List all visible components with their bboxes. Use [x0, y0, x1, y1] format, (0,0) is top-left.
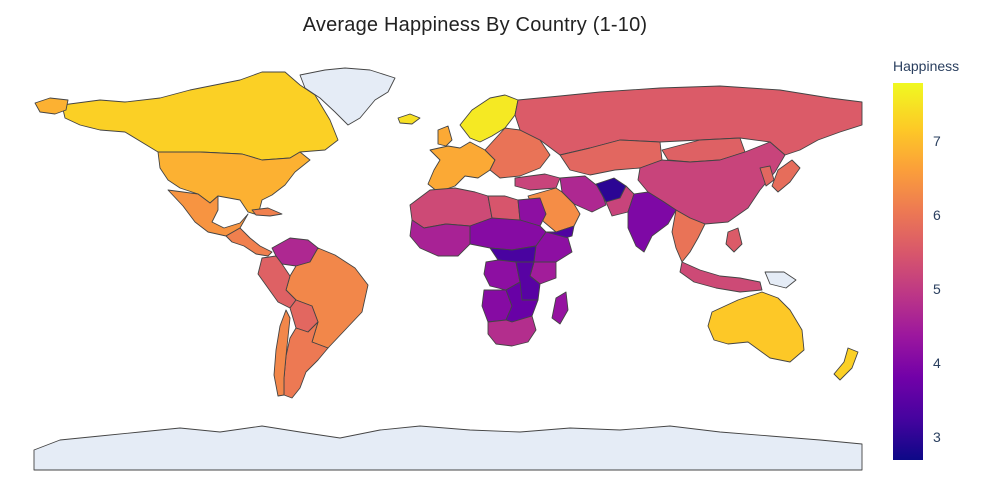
region-cuba[interactable]: [251, 207, 283, 217]
region-indonesia[interactable]: [679, 261, 763, 293]
region-india[interactable]: [627, 191, 677, 253]
region-united-states[interactable]: [157, 151, 311, 216]
region-mexico[interactable]: [167, 189, 249, 237]
region-uk[interactable]: [437, 125, 453, 147]
region-greenland[interactable]: [299, 67, 396, 126]
region-australia[interactable]: [707, 291, 805, 363]
region-antarctica[interactable]: [33, 425, 863, 471]
region-southern-africa[interactable]: [487, 315, 537, 347]
colorbar: [893, 83, 923, 460]
region-west-africa[interactable]: [409, 219, 471, 257]
region-new-zealand[interactable]: [833, 347, 859, 381]
region-chile[interactable]: [273, 309, 291, 397]
region-madagascar[interactable]: [551, 291, 569, 325]
region-russia[interactable]: [514, 85, 863, 156]
region-egypt[interactable]: [517, 197, 547, 227]
region-alaska[interactable]: [34, 97, 69, 115]
region-japan[interactable]: [771, 159, 801, 193]
chart-title: Average Happiness By Country (1-10): [302, 14, 648, 36]
region-eastern-europe[interactable]: [484, 127, 551, 179]
region-western-europe[interactable]: [427, 141, 496, 193]
region-central-america[interactable]: [225, 227, 273, 257]
colorbar-tick-label: 5: [933, 280, 941, 297]
region-turkey[interactable]: [514, 173, 561, 191]
region-papua-new-guinea[interactable]: [764, 271, 797, 289]
colorbar-tick-label: 6: [933, 207, 941, 224]
region-canada[interactable]: [61, 71, 339, 161]
region-southeast-asia[interactable]: [671, 209, 706, 263]
colorbar-tick-label: 3: [933, 428, 941, 445]
colorbar-tick-label: 7: [933, 133, 941, 150]
region-philippines[interactable]: [725, 227, 743, 253]
colorbar-tick-label: 4: [933, 354, 941, 371]
colorbar-title: Happiness: [893, 58, 960, 74]
region-iceland[interactable]: [397, 113, 421, 125]
